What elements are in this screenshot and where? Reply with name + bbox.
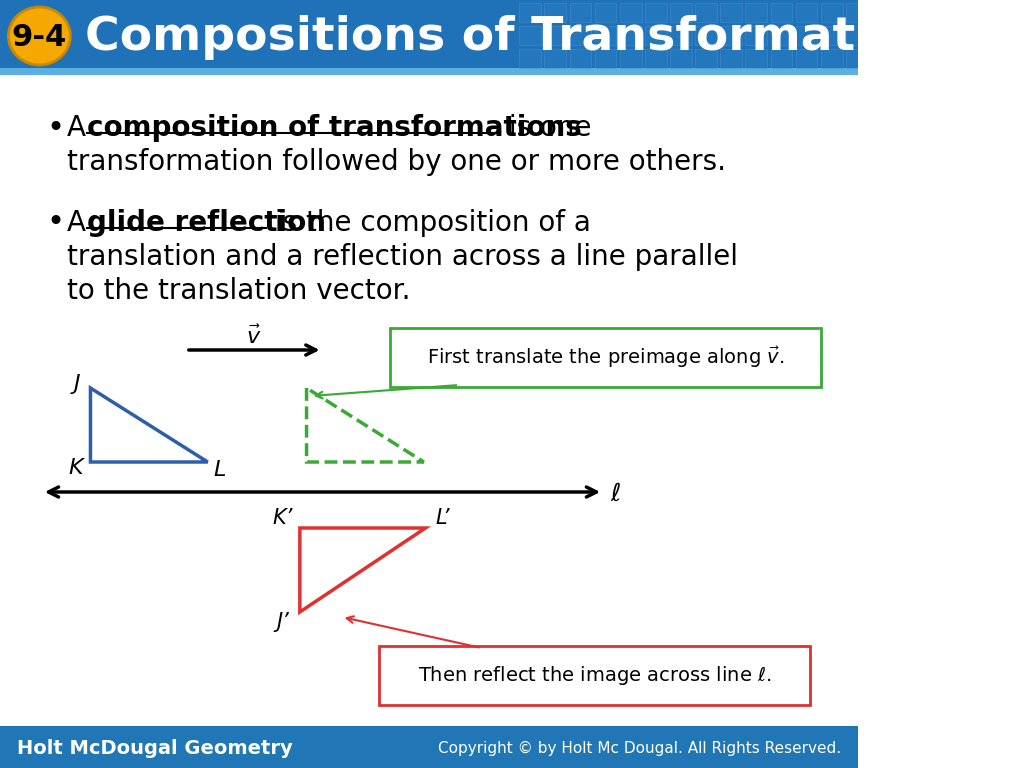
Text: K’: K’ bbox=[273, 508, 293, 528]
Bar bbox=[771, 49, 793, 68]
Bar bbox=[670, 3, 692, 22]
Bar bbox=[846, 3, 867, 22]
Text: is the composition of a: is the composition of a bbox=[266, 209, 591, 237]
Text: Compositions of Transformations: Compositions of Transformations bbox=[85, 15, 967, 61]
Bar bbox=[519, 49, 541, 68]
Bar bbox=[695, 3, 717, 22]
Bar bbox=[846, 26, 867, 45]
Ellipse shape bbox=[8, 7, 71, 65]
Bar bbox=[620, 49, 642, 68]
Text: •: • bbox=[46, 114, 65, 143]
Bar bbox=[620, 3, 642, 22]
Text: $\vec{v}$: $\vec{v}$ bbox=[246, 324, 261, 348]
Bar bbox=[595, 49, 616, 68]
Text: K: K bbox=[68, 458, 83, 478]
Bar bbox=[720, 26, 742, 45]
Text: L: L bbox=[213, 460, 225, 480]
Bar bbox=[821, 49, 843, 68]
Bar bbox=[545, 3, 566, 22]
Bar bbox=[821, 26, 843, 45]
Bar bbox=[545, 49, 566, 68]
Text: composition of transformations: composition of transformations bbox=[87, 114, 582, 142]
Bar bbox=[595, 26, 616, 45]
Text: 9-4: 9-4 bbox=[11, 22, 67, 51]
Bar bbox=[545, 26, 566, 45]
FancyBboxPatch shape bbox=[390, 328, 821, 387]
Bar bbox=[569, 49, 591, 68]
Bar bbox=[519, 3, 541, 22]
Bar bbox=[771, 3, 793, 22]
Bar bbox=[595, 3, 616, 22]
Text: A: A bbox=[67, 209, 95, 237]
Bar bbox=[745, 3, 767, 22]
Bar bbox=[670, 49, 692, 68]
Bar bbox=[796, 3, 817, 22]
Text: J: J bbox=[74, 374, 80, 394]
Bar bbox=[821, 3, 843, 22]
Bar bbox=[745, 26, 767, 45]
Text: to the translation vector.: to the translation vector. bbox=[67, 277, 411, 305]
Bar bbox=[519, 26, 541, 45]
Text: transformation followed by one or more others.: transformation followed by one or more o… bbox=[67, 148, 726, 176]
Text: Copyright © by Holt Mc Dougal. All Rights Reserved.: Copyright © by Holt Mc Dougal. All Right… bbox=[438, 740, 841, 756]
Bar bbox=[645, 3, 667, 22]
Bar bbox=[569, 3, 591, 22]
Bar bbox=[0, 726, 858, 768]
Bar bbox=[0, 68, 858, 75]
Text: •: • bbox=[46, 208, 65, 237]
Text: A: A bbox=[67, 114, 95, 142]
Bar bbox=[695, 26, 717, 45]
Bar bbox=[720, 49, 742, 68]
Text: Then reflect the image across line $\ell$.: Then reflect the image across line $\ell… bbox=[418, 664, 771, 687]
Bar bbox=[645, 26, 667, 45]
Text: translation and a reflection across a line parallel: translation and a reflection across a li… bbox=[67, 243, 738, 271]
Bar bbox=[796, 26, 817, 45]
Bar bbox=[720, 3, 742, 22]
Bar bbox=[645, 49, 667, 68]
Bar bbox=[620, 26, 642, 45]
Bar bbox=[695, 49, 717, 68]
Text: Holt McDougal Geometry: Holt McDougal Geometry bbox=[16, 739, 293, 757]
Bar bbox=[670, 26, 692, 45]
Bar bbox=[796, 49, 817, 68]
Text: L’: L’ bbox=[435, 508, 450, 528]
Bar bbox=[0, 0, 858, 72]
FancyBboxPatch shape bbox=[380, 646, 810, 705]
Text: J’: J’ bbox=[276, 612, 290, 632]
Text: glide reflection: glide reflection bbox=[87, 209, 326, 237]
Text: First translate the preimage along $\vec{v}$.: First translate the preimage along $\vec… bbox=[427, 345, 784, 370]
Bar bbox=[569, 26, 591, 45]
Bar bbox=[846, 49, 867, 68]
Bar bbox=[745, 49, 767, 68]
Text: is one: is one bbox=[500, 114, 592, 142]
Text: $\ell$: $\ell$ bbox=[609, 482, 621, 506]
Bar bbox=[771, 26, 793, 45]
